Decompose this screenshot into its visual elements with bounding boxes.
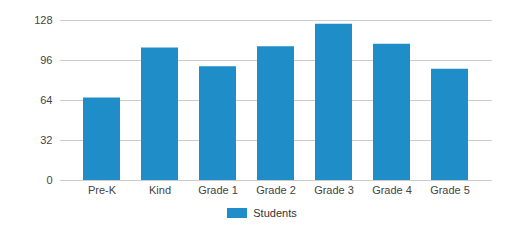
svg-text:0: 0 [46,174,52,186]
svg-text:Grade 1: Grade 1 [198,184,238,196]
html-text:Students: Students [253,207,297,219]
svg-text:Grade 4: Grade 4 [372,184,412,196]
svg-text:32: 32 [40,134,52,146]
svg-text:64: 64 [40,94,52,106]
svg-text:Kind: Kind [149,184,171,196]
svg-text:128: 128 [34,14,52,26]
svg-text:Grade 5: Grade 5 [430,184,470,196]
svg-text:Grade 3: Grade 3 [314,184,354,196]
svg-text:Pre-K: Pre-K [88,184,117,196]
svg-text:96: 96 [40,54,52,66]
svg-text:Grade 2: Grade 2 [256,184,296,196]
